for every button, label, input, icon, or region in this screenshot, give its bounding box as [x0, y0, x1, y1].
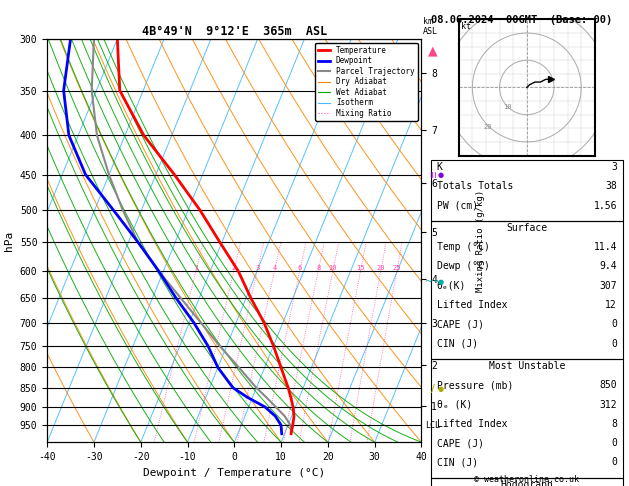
Bar — [431, 160, 623, 221]
Text: 20: 20 — [483, 123, 492, 130]
Text: ~~: ~~ — [425, 277, 441, 287]
Title: 4B°49'N  9°12'E  365m  ASL: 4B°49'N 9°12'E 365m ASL — [142, 25, 327, 38]
Text: Totals Totals: Totals Totals — [437, 181, 513, 191]
Text: 312: 312 — [599, 399, 617, 410]
Text: km
ASL: km ASL — [423, 17, 438, 36]
Text: 0: 0 — [611, 457, 617, 468]
Y-axis label: Mixing Ratio (g/kg): Mixing Ratio (g/kg) — [476, 190, 485, 292]
Text: 0: 0 — [611, 319, 617, 330]
Text: 10: 10 — [503, 104, 511, 110]
Text: θₑ(K): θₑ(K) — [437, 281, 466, 291]
Text: Surface: Surface — [506, 223, 547, 233]
Text: PW (cm): PW (cm) — [437, 201, 478, 210]
Text: ▲: ▲ — [428, 45, 438, 57]
Text: 12: 12 — [605, 300, 617, 310]
Bar — [431, 360, 623, 478]
Text: ●: ● — [437, 172, 443, 178]
Text: 850: 850 — [599, 380, 617, 390]
Text: 2: 2 — [231, 265, 236, 271]
Text: 10: 10 — [328, 265, 337, 271]
Text: θₑ (K): θₑ (K) — [437, 399, 472, 410]
Text: 8: 8 — [316, 265, 320, 271]
Text: 307: 307 — [599, 281, 617, 291]
Text: 8: 8 — [611, 419, 617, 429]
Bar — [431, 221, 623, 360]
X-axis label: Dewpoint / Temperature (°C): Dewpoint / Temperature (°C) — [143, 468, 325, 478]
Text: Temp (°C): Temp (°C) — [437, 242, 489, 252]
Legend: Temperature, Dewpoint, Parcel Trajectory, Dry Adiabat, Wet Adiabat, Isotherm, Mi: Temperature, Dewpoint, Parcel Trajectory… — [315, 43, 418, 121]
Text: 6: 6 — [298, 265, 302, 271]
Text: 1.56: 1.56 — [593, 201, 617, 210]
Text: K: K — [437, 162, 442, 172]
Text: 3: 3 — [255, 265, 259, 271]
Text: 1: 1 — [194, 265, 198, 271]
Text: 25: 25 — [392, 265, 401, 271]
Text: LCL: LCL — [425, 420, 440, 430]
Text: 15: 15 — [356, 265, 365, 271]
Text: Lifted Index: Lifted Index — [437, 300, 507, 310]
Text: © weatheronline.co.uk: © weatheronline.co.uk — [474, 474, 579, 484]
Text: 38: 38 — [605, 181, 617, 191]
Text: ●: ● — [437, 279, 443, 285]
Text: Hodograph: Hodograph — [500, 480, 554, 486]
Text: ●: ● — [437, 386, 443, 392]
Text: Pressure (mb): Pressure (mb) — [437, 380, 513, 390]
Text: kt: kt — [462, 22, 472, 31]
Text: CIN (J): CIN (J) — [437, 457, 478, 468]
Text: 0: 0 — [611, 339, 617, 348]
Text: CAPE (J): CAPE (J) — [437, 319, 484, 330]
Y-axis label: hPa: hPa — [4, 230, 14, 251]
Text: Most Unstable: Most Unstable — [489, 361, 565, 371]
Text: 9.4: 9.4 — [599, 261, 617, 272]
Text: 0: 0 — [611, 438, 617, 448]
Text: 08.06.2024  00GMT  (Base: 00): 08.06.2024 00GMT (Base: 00) — [431, 15, 612, 25]
Text: /: / — [431, 384, 435, 394]
Text: 20: 20 — [376, 265, 385, 271]
Text: 11.4: 11.4 — [593, 242, 617, 252]
Bar — [431, 478, 623, 486]
Text: ׀׀׀: ׀׀׀ — [429, 171, 437, 179]
Text: CAPE (J): CAPE (J) — [437, 438, 484, 448]
Text: Dewp (°C): Dewp (°C) — [437, 261, 489, 272]
Text: 4: 4 — [272, 265, 277, 271]
Text: Lifted Index: Lifted Index — [437, 419, 507, 429]
Text: CIN (J): CIN (J) — [437, 339, 478, 348]
Text: 3: 3 — [611, 162, 617, 172]
